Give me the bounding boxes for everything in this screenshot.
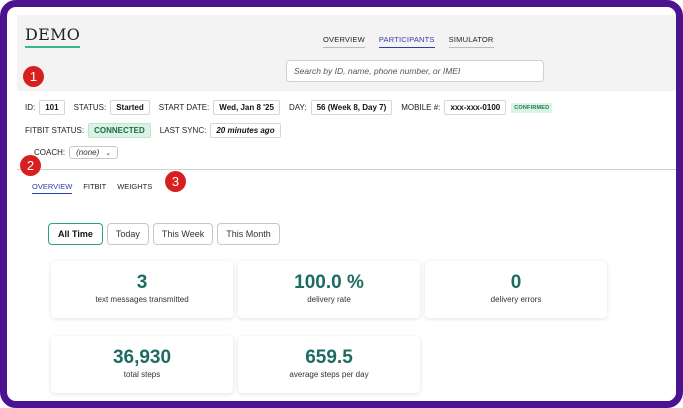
nav-participants[interactable]: PARTICIPANTS xyxy=(378,35,435,48)
stat-value: 3 xyxy=(136,272,148,293)
fitbit-status-badge: CONNECTED xyxy=(88,123,151,138)
stat-caption: delivery errors xyxy=(490,295,542,304)
stat-value: 36,930 xyxy=(112,347,172,368)
participant-info: ID: 101 STATUS: Started START DATE: Wed,… xyxy=(17,91,676,170)
logo: DEMO xyxy=(25,25,81,48)
last-sync-label: LAST SYNC: xyxy=(159,126,207,135)
stat-caption: delivery rate xyxy=(307,295,351,304)
stat-caption: average steps per day xyxy=(289,370,369,379)
stat-value: 0 xyxy=(510,272,522,293)
filter-all-time-button[interactable]: All Time xyxy=(48,223,103,245)
search-input[interactable] xyxy=(286,60,544,82)
main-content: OVERVIEW FITBIT WEIGHTS All Time Today T… xyxy=(17,170,676,401)
stat-caption: text messages transmitted xyxy=(95,295,189,304)
header: DEMO OVERVIEW PARTICIPANTS SIMULATOR xyxy=(17,15,676,91)
time-filters: All Time Today This Week This Month xyxy=(48,223,280,245)
stat-card-delivery-rate: 100.0 % delivery rate xyxy=(238,261,420,318)
annotation-marker-3: 3 xyxy=(165,171,186,192)
info-row-1: ID: 101 STATUS: Started START DATE: Wed,… xyxy=(25,100,553,115)
status-value: Started xyxy=(110,100,150,115)
mobile-label: MOBILE #: xyxy=(401,103,441,112)
chevron-down-icon: ⌄ xyxy=(105,149,112,157)
annotation-marker-1: 1 xyxy=(23,66,44,87)
fitbit-status-label: FITBIT STATUS: xyxy=(25,126,85,135)
id-label: ID: xyxy=(25,103,36,112)
coach-label: COACH: xyxy=(34,148,66,157)
stat-value: 659.5 xyxy=(305,347,353,368)
info-row-2: FITBIT STATUS: CONNECTED LAST SYNC: 20 m… xyxy=(25,123,290,138)
stat-card-text-messages: 3 text messages transmitted xyxy=(51,261,233,318)
day-label: DAY: xyxy=(288,103,307,112)
status-label: STATUS: xyxy=(73,103,107,112)
mobile-value: xxx-xxx-0100 xyxy=(444,100,507,115)
stat-value: 100.0 % xyxy=(294,272,364,293)
last-sync-value: 20 minutes ago xyxy=(210,123,281,138)
tab-weights[interactable]: WEIGHTS xyxy=(117,182,153,191)
day-value: 56 (Week 8, Day 7) xyxy=(310,100,393,115)
tab-overview[interactable]: OVERVIEW xyxy=(32,182,73,194)
mobile-confirmed-badge: CONFIRMED xyxy=(511,102,553,113)
filter-this-month-button[interactable]: This Month xyxy=(217,223,280,245)
start-date-label: START DATE: xyxy=(158,103,210,112)
stat-card-delivery-errors: 0 delivery errors xyxy=(425,261,607,318)
sub-nav: OVERVIEW FITBIT WEIGHTS xyxy=(32,182,152,194)
app-container: DEMO OVERVIEW PARTICIPANTS SIMULATOR ID:… xyxy=(17,15,676,401)
info-row-3: COACH: (none) ⌄ xyxy=(34,146,119,159)
filter-today-button[interactable]: Today xyxy=(106,223,149,245)
stat-card-total-steps: 36,930 total steps xyxy=(51,336,233,393)
coach-select-value: (none) xyxy=(76,148,100,157)
stat-card-average-steps: 659.5 average steps per day xyxy=(238,336,420,393)
tab-fitbit[interactable]: FITBIT xyxy=(83,182,107,191)
id-value: 101 xyxy=(39,100,65,115)
start-date-value: Wed, Jan 8 '25 xyxy=(213,100,280,115)
nav-simulator[interactable]: SIMULATOR xyxy=(448,35,494,48)
stat-caption: total steps xyxy=(123,370,161,379)
filter-this-week-button[interactable]: This Week xyxy=(152,223,214,245)
top-nav: OVERVIEW PARTICIPANTS SIMULATOR xyxy=(323,35,494,48)
nav-overview[interactable]: OVERVIEW xyxy=(323,35,365,48)
coach-select[interactable]: (none) ⌄ xyxy=(69,146,119,159)
annotation-marker-2: 2 xyxy=(20,155,41,176)
